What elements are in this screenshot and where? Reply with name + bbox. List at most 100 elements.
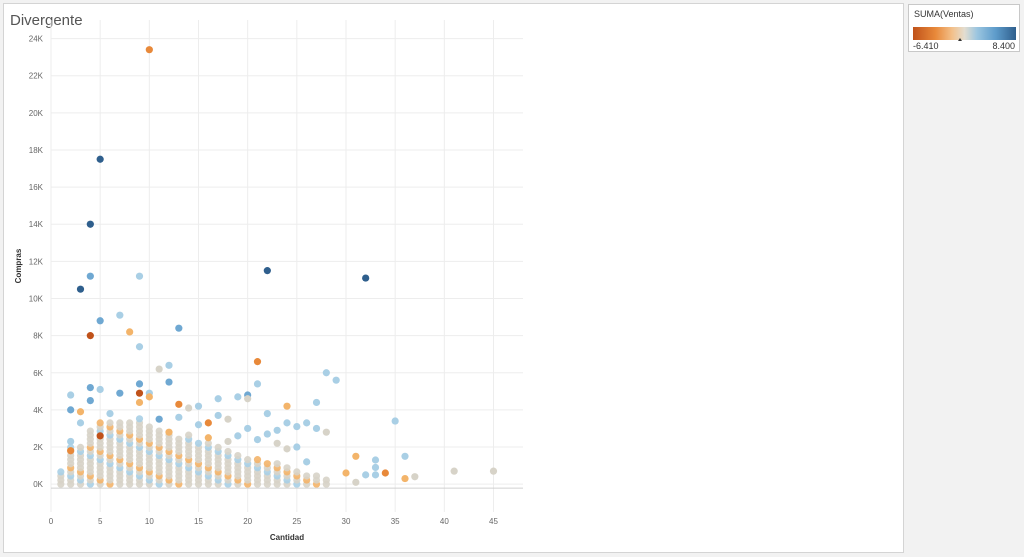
data-point — [352, 452, 360, 460]
data-point — [253, 380, 262, 388]
data-point — [155, 427, 163, 435]
data-point — [352, 478, 360, 486]
data-point — [283, 464, 291, 472]
data-point — [175, 413, 183, 421]
data-point — [273, 439, 281, 447]
data-point — [135, 380, 144, 388]
x-axis-label: Cantidad — [270, 533, 304, 542]
y-axis-label: Compras — [14, 248, 23, 283]
worksheet-panel: Divergente — [3, 3, 904, 553]
legend-title: SUMA(Ventas) — [914, 9, 974, 19]
data-point — [155, 365, 163, 373]
data-point — [322, 476, 330, 484]
data-point — [204, 434, 212, 442]
data-point — [253, 358, 262, 366]
data-point — [135, 272, 144, 280]
data-point — [145, 46, 153, 54]
data-point — [263, 460, 271, 468]
data-point — [224, 437, 232, 446]
legend-min-label: -6.410 — [913, 41, 939, 51]
data-point — [165, 428, 173, 436]
data-point — [96, 385, 104, 394]
data-point — [303, 472, 311, 480]
data-point — [293, 468, 301, 476]
sheet-title: Divergente — [10, 12, 83, 29]
x-tick-label: 5 — [98, 517, 103, 526]
data-point — [145, 393, 153, 401]
x-tick-label: 40 — [440, 517, 449, 526]
data-point — [116, 389, 124, 397]
data-point — [312, 398, 321, 407]
data-point — [244, 395, 252, 403]
data-point — [135, 398, 144, 407]
data-point — [175, 400, 183, 408]
data-point — [391, 417, 399, 425]
data-point — [96, 317, 104, 325]
data-point — [312, 472, 321, 480]
data-point — [450, 467, 458, 475]
x-tick-label: 15 — [194, 517, 203, 526]
data-point — [234, 451, 242, 460]
data-point — [194, 402, 203, 410]
data-points — [57, 46, 498, 488]
x-tick-label: 0 — [49, 517, 54, 526]
data-point — [175, 435, 183, 443]
y-axis-ticks: 0K 2K 4K 6K 8K 10K 12K 14K 16K 18K 20K 22K 24K — [29, 35, 44, 490]
data-point — [214, 443, 222, 451]
data-point — [489, 467, 498, 475]
data-point — [234, 393, 242, 401]
color-legend[interactable]: SUMA(Ventas) -6.410 8.400 — [908, 4, 1020, 52]
data-point — [76, 419, 85, 427]
data-point — [76, 285, 85, 293]
scatter-plot: 0K 2K 4K 6K 8K 10K 12K 14K 16K 18K 20K 22K 24K 0 5 10 1… — [14, 20, 523, 542]
data-point — [273, 426, 281, 434]
y-tick-label: 14K — [29, 220, 44, 229]
data-point — [126, 419, 134, 427]
data-point — [283, 419, 291, 427]
data-point — [86, 220, 94, 228]
data-point — [224, 447, 232, 456]
data-point — [135, 343, 144, 351]
data-point — [312, 424, 321, 433]
data-point — [67, 447, 75, 455]
x-tick-label: 35 — [391, 517, 400, 526]
data-point — [194, 421, 203, 429]
data-point — [86, 397, 94, 405]
data-point — [204, 419, 212, 427]
data-point — [135, 389, 144, 397]
data-point — [234, 432, 242, 440]
y-tick-label: 4K — [33, 406, 43, 415]
data-point — [106, 410, 114, 418]
data-point — [371, 456, 380, 464]
x-tick-label: 30 — [342, 517, 351, 526]
data-point — [86, 332, 94, 340]
data-point — [381, 469, 389, 477]
data-point — [273, 460, 281, 468]
x-tick-label: 45 — [489, 517, 498, 526]
data-point — [244, 424, 252, 433]
data-point — [332, 376, 340, 384]
data-point — [96, 155, 104, 163]
data-point — [106, 419, 114, 427]
data-point — [165, 361, 173, 369]
data-point — [371, 463, 380, 472]
data-point — [76, 443, 85, 451]
y-tick-label: 10K — [29, 294, 44, 303]
y-tick-label: 22K — [29, 72, 44, 81]
y-tick-label: 20K — [29, 109, 44, 118]
data-point — [194, 439, 203, 447]
data-point — [67, 391, 75, 399]
data-point — [253, 456, 262, 464]
data-point — [76, 408, 85, 416]
data-point — [244, 456, 252, 464]
data-point — [303, 458, 311, 466]
x-tick-label: 25 — [292, 517, 301, 526]
x-tick-label: 20 — [243, 517, 252, 526]
data-point — [322, 428, 330, 436]
data-point — [263, 267, 271, 275]
data-point — [86, 272, 94, 280]
y-tick-label: 8K — [33, 332, 43, 341]
data-point — [145, 423, 153, 431]
y-tick-label: 2K — [33, 443, 43, 452]
data-point — [401, 474, 409, 483]
